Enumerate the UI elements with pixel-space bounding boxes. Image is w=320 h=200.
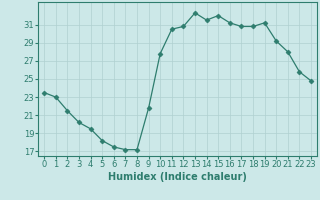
X-axis label: Humidex (Indice chaleur): Humidex (Indice chaleur) bbox=[108, 172, 247, 182]
